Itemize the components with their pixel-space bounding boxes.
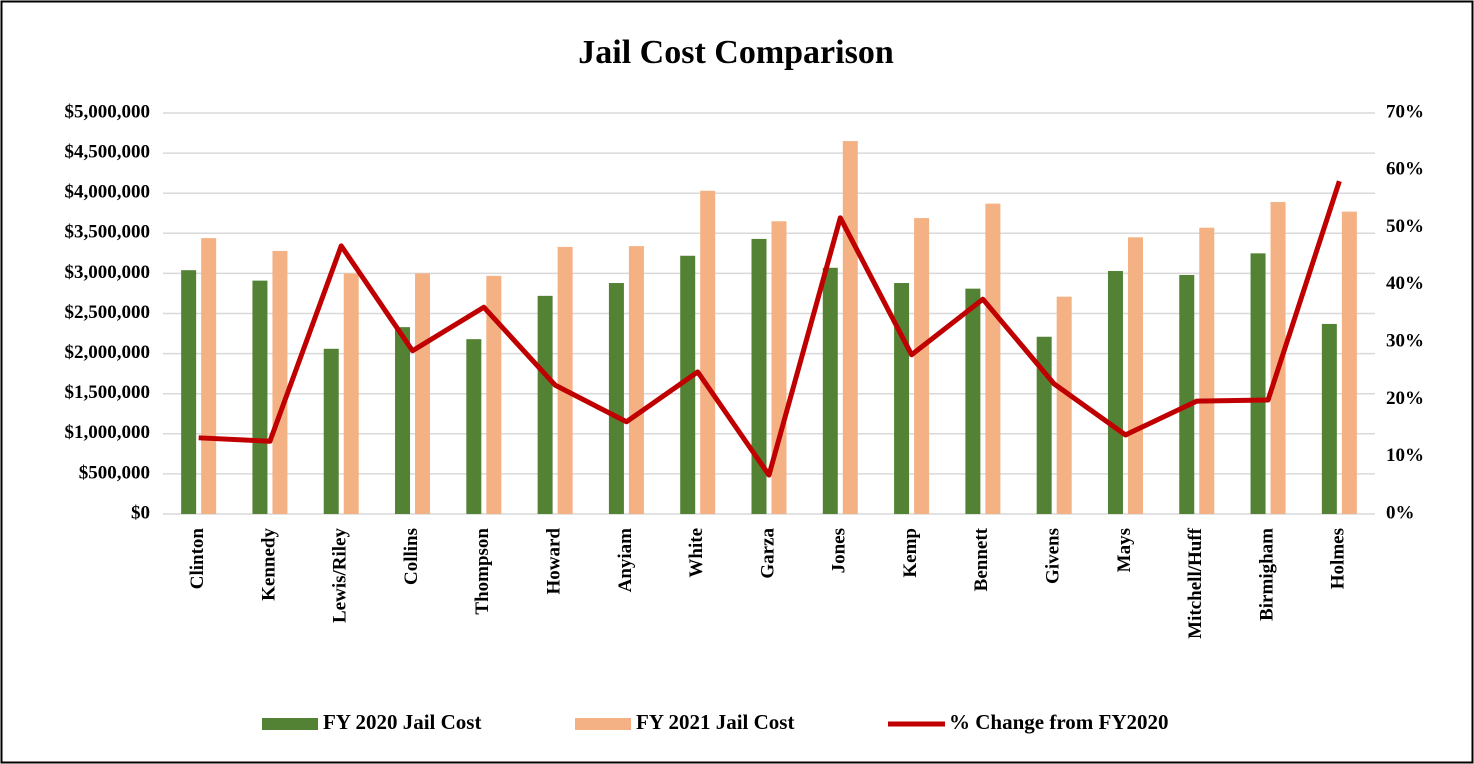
bar	[628, 246, 644, 514]
x-tick-label: Kemp	[900, 528, 921, 578]
y2-tick-label: 30%	[1386, 331, 1424, 352]
legend-label: FY 2021 Jail Cost	[636, 710, 794, 734]
bar	[894, 283, 910, 514]
x-tick-label: Clinton	[187, 528, 208, 590]
x-tick-label: Mays	[1114, 528, 1135, 572]
bar	[201, 238, 217, 514]
bar	[1056, 296, 1072, 514]
bar	[1341, 211, 1357, 514]
bar	[1179, 275, 1195, 514]
y-tick-label: $500,000	[79, 462, 150, 483]
y-tick-label: $1,500,000	[65, 382, 151, 403]
bar	[466, 339, 482, 514]
legend-swatch	[262, 718, 318, 730]
y-tick-label: $3,500,000	[65, 222, 151, 243]
chart-title: Jail Cost Comparison	[578, 34, 894, 71]
y2-tick-label: 10%	[1386, 445, 1424, 466]
x-tick-label: Anyiam	[615, 528, 636, 593]
x-tick-label: Birmigham	[1256, 528, 1277, 621]
legend-swatch	[575, 718, 631, 730]
line	[198, 180, 1342, 478]
y-tick-label: $1,000,000	[65, 422, 151, 443]
bar	[680, 255, 696, 515]
x-tick-label: Garza	[757, 528, 778, 579]
bar	[395, 327, 411, 514]
bar	[985, 203, 1001, 514]
bar	[1321, 323, 1337, 514]
y-tick-label: $2,000,000	[65, 342, 151, 363]
bar	[557, 246, 573, 514]
bar	[771, 221, 787, 514]
y2-tick-label: 20%	[1386, 388, 1424, 409]
bar	[486, 275, 502, 514]
y-tick-label: $0	[131, 502, 150, 523]
bar	[1036, 336, 1052, 514]
bar	[343, 273, 359, 514]
x-tick-label: White	[686, 528, 707, 578]
x-tick-label: Lewis/Riley	[330, 528, 351, 623]
bar	[415, 273, 431, 514]
y-tick-label: $5,000,000	[65, 101, 151, 122]
x-tick-label: Givens	[1043, 528, 1064, 584]
bar	[323, 348, 339, 514]
bar	[537, 295, 553, 514]
legend-label: FY 2020 Jail Cost	[323, 710, 481, 734]
y2-tick-label: 0%	[1386, 502, 1415, 523]
bar	[914, 218, 930, 514]
bar	[822, 267, 838, 514]
bar	[965, 288, 981, 514]
bar	[700, 190, 716, 514]
legend-label: % Change from FY2020	[949, 710, 1169, 734]
y2-tick-label: 70%	[1386, 101, 1424, 122]
x-tick-label: Mitchell/Huff	[1185, 527, 1206, 638]
bar	[1270, 202, 1286, 514]
x-tick-label: Holmes	[1328, 528, 1349, 589]
x-tick-label: Bennett	[971, 527, 992, 591]
y-tick-label: $3,000,000	[65, 262, 151, 283]
bar	[272, 250, 288, 514]
y2-tick-label: 40%	[1386, 273, 1424, 294]
bar	[751, 238, 767, 514]
x-tick-label: Howard	[543, 528, 564, 595]
bar	[1107, 270, 1123, 514]
x-tick-label: Kennedy	[258, 528, 279, 601]
bar	[608, 283, 624, 514]
bar	[181, 270, 197, 514]
y-tick-label: $4,500,000	[65, 141, 151, 162]
x-tick-label: Thompson	[472, 528, 493, 615]
bar	[1127, 237, 1143, 514]
y-tick-label: $2,500,000	[65, 302, 151, 323]
y2-tick-label: 50%	[1386, 216, 1424, 237]
bar	[252, 280, 268, 514]
bar	[1250, 253, 1266, 514]
x-tick-label: Jones	[829, 528, 850, 573]
y2-tick-label: 60%	[1386, 159, 1424, 180]
y-tick-label: $4,000,000	[65, 182, 151, 203]
x-tick-label: Collins	[401, 528, 422, 585]
bar	[1199, 227, 1215, 514]
bar	[842, 141, 858, 514]
